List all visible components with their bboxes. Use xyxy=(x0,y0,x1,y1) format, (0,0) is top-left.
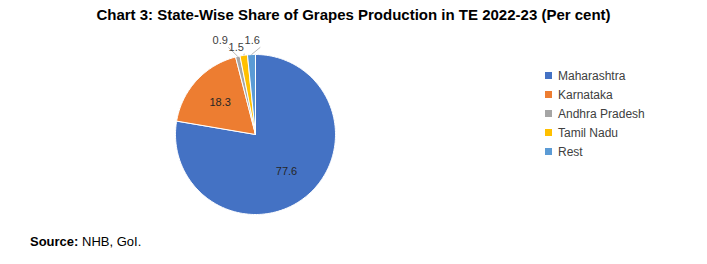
svg-text:77.6: 77.6 xyxy=(276,165,297,177)
html-text:Source: NHB, GoI.: Source: NHB, GoI. xyxy=(30,234,142,249)
html-text:Tamil Nadu: Tamil Nadu xyxy=(558,125,618,140)
html-text:Maharashtra: Maharashtra xyxy=(558,68,626,83)
svg-text:18.3: 18.3 xyxy=(209,96,230,108)
html-text:Rest: Rest xyxy=(558,144,583,159)
html-text:Karnataka: Karnataka xyxy=(558,87,613,102)
svg-text:0.9: 0.9 xyxy=(213,34,228,46)
html-text:Chart 3: State-Wise Share of G: Chart 3: State-Wise Share of Grapes Prod… xyxy=(96,6,611,23)
svg-text:1.5: 1.5 xyxy=(229,41,244,53)
html-text:Andhra Pradesh: Andhra Pradesh xyxy=(558,106,645,121)
svg-text:1.6: 1.6 xyxy=(245,34,260,46)
